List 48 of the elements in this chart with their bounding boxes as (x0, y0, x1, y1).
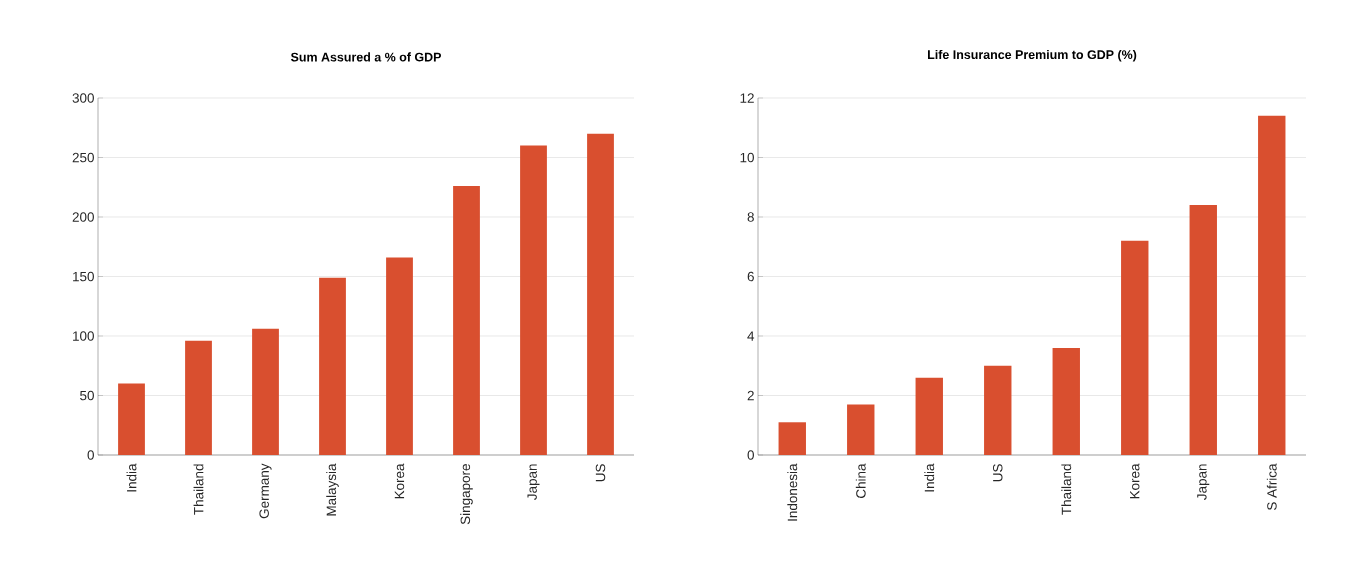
x-tick-label: Germany (259, 463, 272, 519)
bar (386, 257, 413, 455)
x-tick-label: Thailand (1061, 464, 1072, 515)
bar (587, 133, 614, 455)
x-tick-label: Korea (394, 463, 405, 499)
y-tick-label: 300 (72, 93, 94, 103)
bar (319, 277, 346, 455)
x-tick-label: Singapore (460, 464, 473, 525)
y-tick-label: 4 (747, 331, 755, 341)
y-tick-label: 0 (87, 450, 94, 460)
bar (118, 383, 145, 455)
y-tick-label: 150 (73, 271, 94, 282)
y-tick-label: 6 (747, 271, 754, 282)
x-tick-label: India (924, 463, 935, 492)
x-tick-label: US (595, 464, 606, 482)
bar (1121, 240, 1149, 455)
bar (1052, 347, 1080, 455)
y-tick-label: 2 (747, 390, 754, 401)
y-tick-label: 8 (747, 212, 754, 222)
y-tick-label: 10 (740, 152, 754, 163)
x-tick-label: US (993, 464, 1003, 482)
bar (185, 340, 212, 455)
bar (1258, 115, 1286, 455)
x-tick-label: S Africa (1266, 463, 1277, 510)
chart-title: Sum Assured a % of GDP (290, 52, 441, 62)
x-tick-label: Thailand (193, 464, 204, 515)
chart-title: Life Insurance Premium to GDP (%) (928, 49, 1137, 62)
y-tick-label: 200 (72, 212, 94, 222)
bar (453, 186, 480, 455)
x-tick-label: Japan (1197, 464, 1210, 500)
y-tick-label: 12 (740, 93, 754, 103)
x-tick-label: Japan (527, 464, 540, 500)
x-tick-label: Indonesia (787, 463, 798, 521)
y-tick-label: 0 (747, 450, 754, 460)
bar (252, 328, 279, 455)
y-tick-label: 100 (73, 331, 94, 341)
bar (847, 404, 875, 455)
x-tick-label: China (855, 463, 866, 498)
x-tick-label: India (126, 463, 137, 492)
y-tick-label: 250 (72, 152, 94, 163)
bar (984, 365, 1012, 455)
bar (520, 145, 547, 455)
bar (915, 377, 943, 455)
bar (1189, 205, 1217, 455)
bar (778, 422, 806, 455)
x-tick-label: Korea (1130, 463, 1140, 499)
y-tick-label: 50 (80, 390, 94, 401)
x-tick-label: Malaysia (326, 463, 339, 516)
